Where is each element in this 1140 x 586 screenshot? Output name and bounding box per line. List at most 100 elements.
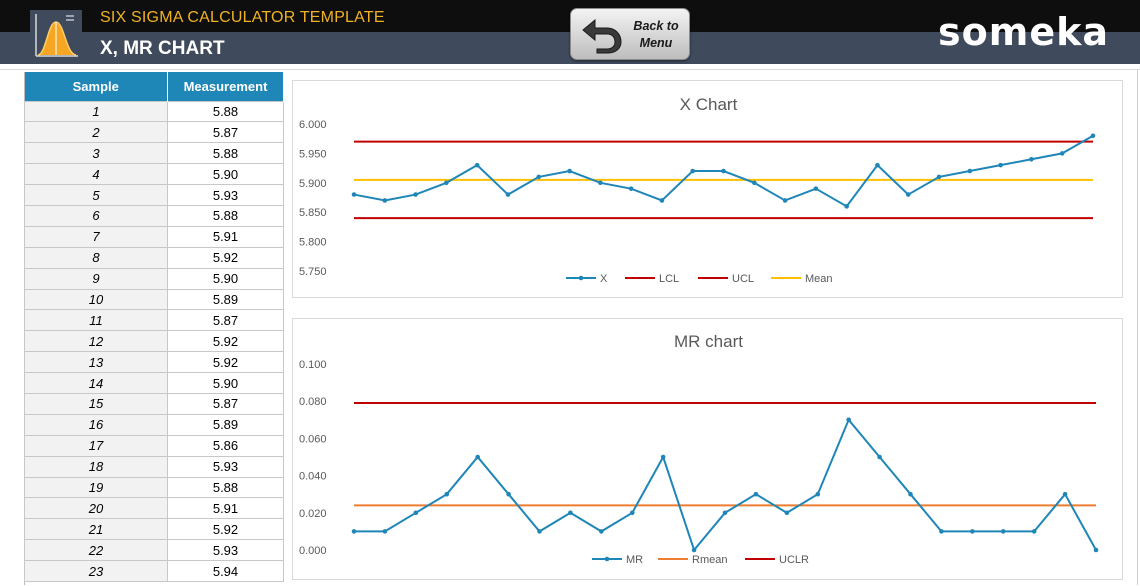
table-row[interactable]: 15 5.87 — [24, 392, 284, 415]
measurement-cell[interactable]: 5.93 — [167, 539, 284, 562]
table-row[interactable]: 22 5.93 — [24, 539, 284, 562]
table-row[interactable]: 13 5.92 — [24, 351, 284, 374]
back-to-menu-label: Back to Menu — [625, 18, 687, 52]
sample-cell[interactable]: 21 — [24, 518, 168, 541]
sample-cell[interactable]: 20 — [24, 497, 168, 520]
measurement-cell[interactable]: 5.91 — [167, 225, 284, 248]
x-chart[interactable]: X Chart 6.000 5.950 5.900 5.850 5.800 5.750 X LC… — [292, 80, 1123, 298]
table-row[interactable]: 9 5.90 — [24, 267, 284, 290]
measurement-cell[interactable]: 5.92 — [167, 351, 284, 374]
mr-chart[interactable]: MR chart 0.100 0.080 0.060 0.040 0.020 0.000 MR… — [292, 318, 1123, 580]
table-row[interactable]: 10 5.89 — [24, 288, 284, 311]
back-to-menu-button[interactable]: Back to Menu — [570, 8, 690, 60]
measurement-cell[interactable]: 5.90 — [167, 163, 284, 186]
measurement-cell[interactable]: 5.89 — [167, 288, 284, 311]
sample-cell[interactable]: 3 — [24, 142, 168, 165]
table-row[interactable]: 17 5.86 — [24, 434, 284, 457]
measurement-cell[interactable]: 5.93 — [167, 184, 284, 206]
data-point — [475, 454, 480, 460]
table-row[interactable]: 20 5.91 — [24, 497, 284, 520]
data-point — [967, 168, 973, 174]
sample-cell[interactable]: 11 — [24, 309, 168, 332]
y-tick-label: 0.040 — [299, 471, 327, 483]
data-point — [722, 510, 728, 516]
sample-cell[interactable]: 23 — [24, 560, 168, 582]
sample-cell[interactable]: 10 — [24, 288, 168, 311]
table-row[interactable]: 14 5.90 — [24, 372, 284, 394]
sample-cell[interactable]: 2 — [24, 121, 168, 144]
data-point — [1062, 491, 1068, 497]
data-point — [567, 168, 572, 174]
measurement-cell[interactable]: 5.87 — [167, 309, 284, 332]
sample-cell[interactable]: 14 — [24, 372, 168, 394]
measurement-cell[interactable]: 5.89 — [167, 413, 284, 436]
y-tick-label: 5.900 — [299, 178, 327, 190]
sample-cell[interactable]: 15 — [24, 392, 168, 415]
sample-cell[interactable]: 19 — [24, 476, 168, 499]
table-row[interactable]: 21 5.92 — [24, 518, 284, 541]
sample-cell[interactable]: 12 — [24, 330, 168, 353]
data-point — [998, 162, 1003, 168]
measurement-cell[interactable]: 5.90 — [167, 267, 284, 290]
column-header-measurement[interactable]: Measurement — [167, 72, 284, 101]
sample-cell[interactable]: 8 — [24, 246, 168, 269]
measurement-cell[interactable]: 5.88 — [167, 142, 284, 165]
measurement-cell[interactable]: 5.94 — [167, 560, 284, 582]
data-point — [1093, 547, 1099, 553]
sample-cell[interactable]: 16 — [24, 413, 168, 436]
sample-cell[interactable]: 6 — [24, 204, 168, 227]
table-row[interactable]: 7 5.91 — [24, 225, 284, 248]
bell-curve-icon — [30, 10, 82, 60]
measurement-cell[interactable]: 5.88 — [167, 204, 284, 227]
table-row[interactable]: 5 5.93 — [24, 184, 284, 206]
sheet-right-border — [1137, 70, 1138, 585]
table-row[interactable]: 23 5.94 — [24, 560, 284, 582]
table-row[interactable]: 12 5.92 — [24, 330, 284, 353]
measurement-cell[interactable]: 5.92 — [167, 518, 284, 541]
data-point — [536, 174, 542, 180]
measurement-cell[interactable]: 5.91 — [167, 497, 284, 520]
measurement-cell[interactable]: 5.88 — [167, 476, 284, 499]
measurement-cell[interactable]: 5.86 — [167, 434, 284, 457]
measurement-cell[interactable]: 5.87 — [167, 392, 284, 415]
sample-cell[interactable]: 5 — [24, 184, 168, 206]
data-point — [506, 491, 511, 497]
data-point — [877, 454, 882, 460]
sample-cell[interactable]: 22 — [24, 539, 168, 562]
sample-cell[interactable]: 4 — [24, 163, 168, 186]
sample-cell[interactable]: 18 — [24, 455, 168, 478]
measurement-cell[interactable]: 5.92 — [167, 330, 284, 353]
measurement-cell[interactable]: 5.92 — [167, 246, 284, 269]
sample-cell[interactable]: 17 — [24, 434, 168, 457]
chart-title: MR chart — [674, 332, 743, 351]
data-point — [813, 186, 819, 191]
table-row[interactable]: 18 5.93 — [24, 455, 284, 478]
table-row[interactable]: 19 5.88 — [24, 476, 284, 499]
back-label-line2: Menu — [639, 36, 673, 50]
sample-cell[interactable]: 9 — [24, 267, 168, 290]
table-row[interactable]: 3 5.88 — [24, 142, 284, 165]
data-point — [351, 529, 357, 534]
measurement-cell[interactable]: 5.93 — [167, 455, 284, 478]
sample-cell[interactable]: 1 — [24, 100, 168, 123]
measurement-table: Sample Measurement 1 5.88 2 5.87 3 5.88 4 5.90 5… — [24, 72, 284, 585]
data-point — [1029, 156, 1034, 162]
table-row[interactable]: 1 5.88 — [24, 100, 284, 123]
column-header-sample[interactable]: Sample — [24, 72, 168, 101]
data-point — [908, 491, 913, 497]
measurement-cell[interactable]: 5.88 — [167, 100, 284, 123]
table-row[interactable]: 6 5.88 — [24, 204, 284, 227]
sample-cell[interactable]: 13 — [24, 351, 168, 374]
table-row[interactable]: 11 5.87 — [24, 309, 284, 332]
data-point — [905, 192, 911, 197]
measurement-cell[interactable]: 5.90 — [167, 372, 284, 394]
table-row[interactable]: 16 5.89 — [24, 413, 284, 436]
legend-label-lcl: LCL — [659, 273, 679, 285]
data-point — [505, 192, 511, 197]
measurement-cell[interactable]: 5.87 — [167, 121, 284, 144]
table-row[interactable]: 4 5.90 — [24, 163, 284, 186]
table-row[interactable]: 2 5.87 — [24, 121, 284, 144]
table-row[interactable]: 8 5.92 — [24, 246, 284, 269]
sample-cell[interactable]: 7 — [24, 225, 168, 248]
data-point — [1090, 133, 1096, 139]
